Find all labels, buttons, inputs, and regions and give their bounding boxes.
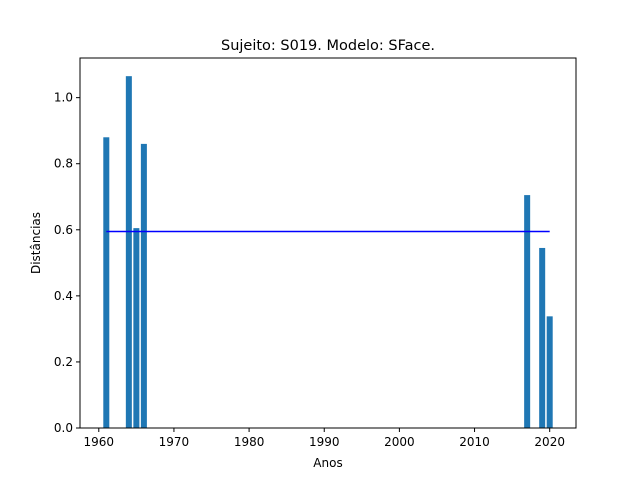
x-tick-label: 2000 [384,435,415,449]
y-tick-label: 0.2 [54,355,73,369]
bar-1961 [103,137,110,429]
y-tick-label: 1.0 [54,91,73,105]
y-tick-label: 0.8 [54,157,73,171]
y-axis: 0.0 0.2 0.4 0.6 0.8 1.0 [54,91,80,435]
y-tick-label: 0.0 [54,421,73,435]
x-tick-label: 1990 [309,435,340,449]
bar-1964 [125,76,132,428]
x-tick-label: 2010 [459,435,490,449]
bar-1966 [140,143,147,428]
x-tick-label: 1970 [159,435,190,449]
bar-1965 [133,228,140,428]
x-tick-label: 1960 [84,435,115,449]
bar-2020 [546,316,553,428]
x-tick-label: 1980 [234,435,265,449]
chart-title: Sujeito: S019. Modelo: SFace. [221,38,435,54]
plot-area [103,76,553,429]
x-tick-label: 2020 [534,435,565,449]
y-tick-label: 0.6 [54,223,73,237]
bar-2017 [524,195,531,428]
x-axis: 1960 1970 1980 1990 2000 2010 2020 [84,428,565,449]
axes-frame [79,57,577,429]
x-axis-label: Anos [313,456,342,470]
y-axis-label: Distâncias [29,212,43,274]
y-tick-label: 0.4 [54,289,73,303]
bar-2019 [539,247,546,428]
